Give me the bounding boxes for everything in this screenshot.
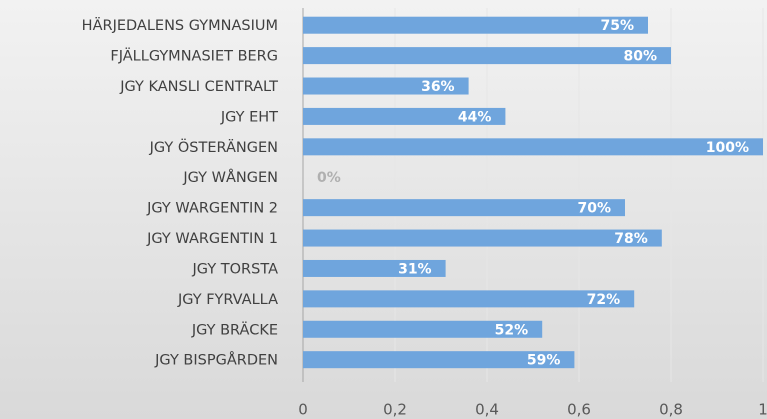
data-label: 75%	[600, 18, 634, 34]
y-tick-label: JGY KANSLI CENTRALT	[119, 79, 278, 95]
y-tick-label: JGY WARGENTIN 1	[146, 231, 278, 247]
y-tick-label: JGY WÅNGEN	[182, 169, 278, 186]
bar	[303, 229, 662, 247]
data-label: 72%	[587, 292, 621, 308]
x-tick-label: 0	[298, 401, 308, 419]
data-label: 100%	[706, 140, 749, 156]
data-label: 0%	[317, 170, 341, 186]
bar	[303, 199, 625, 217]
bar	[303, 107, 506, 125]
bar	[303, 77, 469, 95]
data-label: 70%	[577, 201, 611, 217]
y-tick-label: JGY TORSTA	[192, 261, 279, 277]
y-tick-label: JGY WARGENTIN 2	[146, 201, 278, 217]
y-tick-label: JGY BISPGÅRDEN	[154, 352, 278, 369]
y-tick-label: JGY ÖSTERÄNGEN	[149, 138, 278, 156]
bar	[303, 320, 543, 338]
data-label: 44%	[458, 109, 492, 125]
bar	[303, 259, 446, 277]
data-label: 31%	[398, 261, 432, 277]
bar	[303, 290, 635, 308]
y-tick-label: JGY FYRVALLA	[177, 292, 278, 308]
data-label: 80%	[623, 49, 657, 65]
x-tick-label: 1	[758, 401, 767, 419]
data-label: 52%	[495, 322, 529, 338]
bar	[303, 47, 671, 65]
data-label: 78%	[614, 231, 648, 247]
y-tick-label: FJÄLLGYMNASIET BERG	[110, 47, 278, 65]
data-label: 59%	[527, 353, 561, 369]
y-tick-label: JGY EHT	[220, 109, 278, 125]
y-tick-label: JGY BRÄCKE	[191, 320, 278, 338]
x-tick-label: 0,8	[659, 401, 683, 419]
y-tick-label: HÄRJEDALENS GYMNASIUM	[82, 16, 278, 34]
bar	[303, 138, 763, 156]
x-tick-label: 0,2	[383, 401, 407, 419]
data-label: 36%	[421, 79, 455, 95]
x-tick-label: 0,6	[567, 401, 591, 419]
x-tick-label: 0,4	[475, 401, 499, 419]
bar	[303, 351, 575, 369]
bar	[303, 16, 648, 34]
